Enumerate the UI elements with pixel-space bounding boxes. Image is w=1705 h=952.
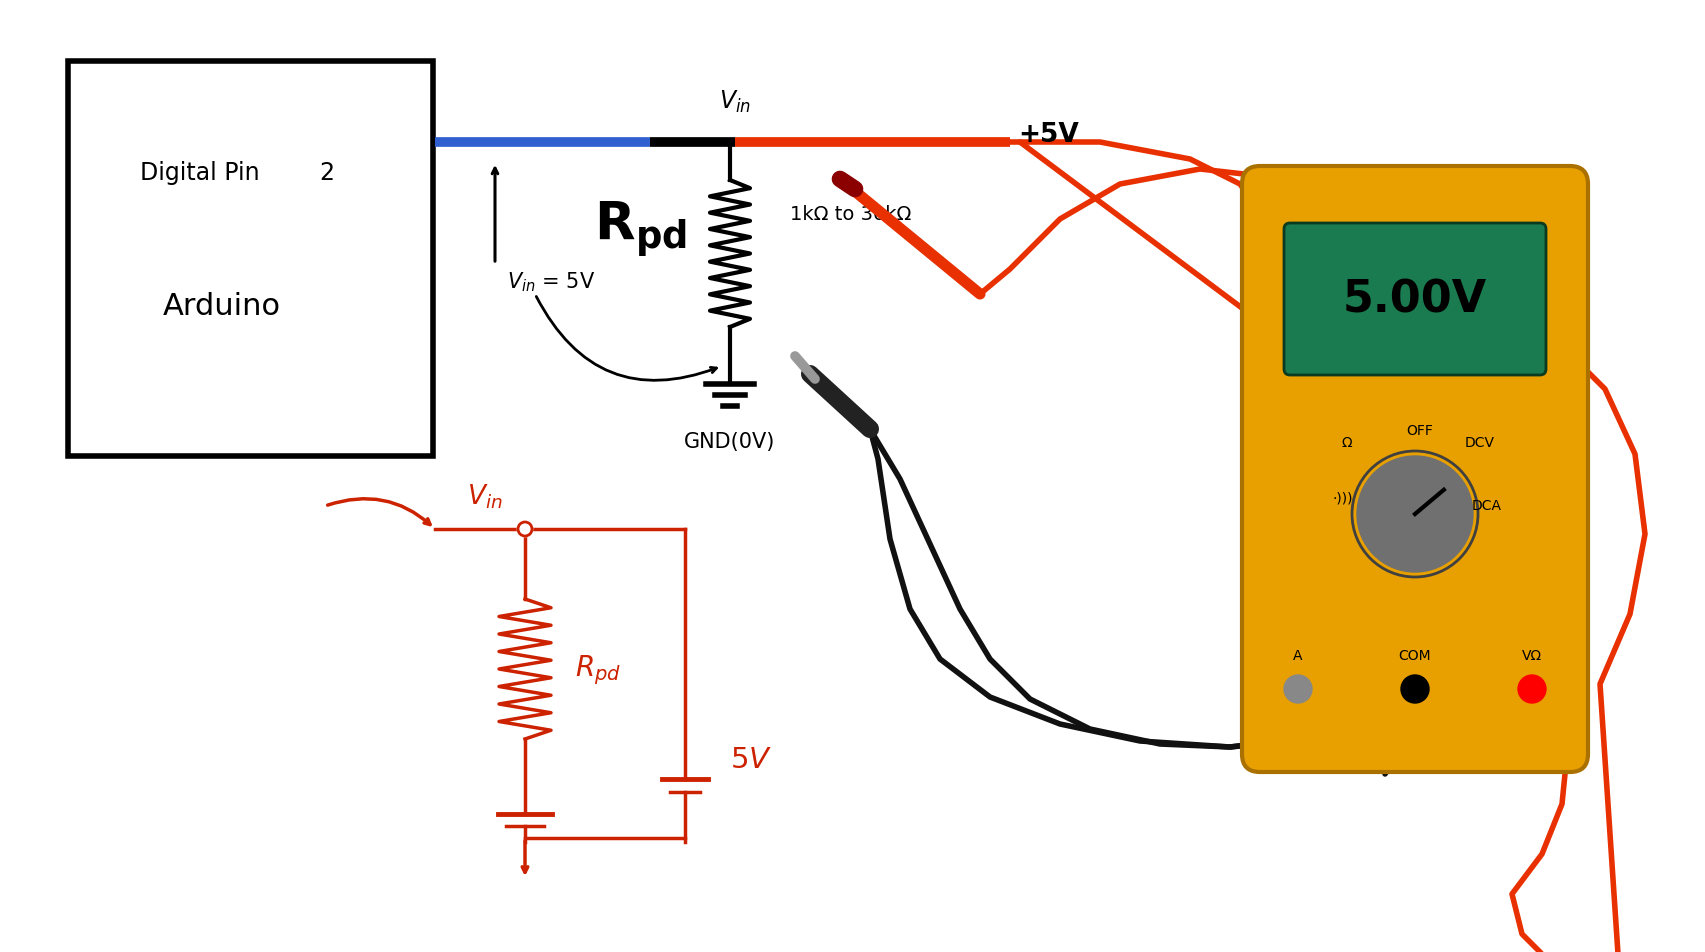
Circle shape — [1517, 675, 1546, 704]
Circle shape — [1357, 457, 1473, 572]
Circle shape — [518, 523, 532, 536]
Text: DCV: DCV — [1465, 436, 1495, 449]
Text: $5V$: $5V$ — [730, 745, 772, 773]
Text: 5.00V: 5.00V — [1344, 278, 1487, 321]
Text: OFF: OFF — [1407, 424, 1434, 438]
Text: 2: 2 — [319, 161, 334, 185]
FancyBboxPatch shape — [1241, 167, 1587, 772]
Text: +5V: +5V — [1018, 122, 1079, 148]
Text: 1kΩ to 30kΩ: 1kΩ to 30kΩ — [789, 206, 912, 225]
Text: GND(0V): GND(0V) — [684, 431, 776, 451]
Text: DCA: DCA — [1471, 499, 1502, 512]
Text: VΩ: VΩ — [1523, 648, 1541, 663]
FancyBboxPatch shape — [1284, 224, 1546, 376]
Text: Ω: Ω — [1342, 436, 1352, 449]
Text: $\mathbf{R_{pd}}$: $\mathbf{R_{pd}}$ — [593, 200, 687, 260]
Text: COM: COM — [1398, 648, 1430, 663]
Text: Arduino: Arduino — [162, 292, 280, 321]
Text: $V_{in}$: $V_{in}$ — [720, 89, 750, 115]
Text: ·))): ·))) — [1333, 491, 1354, 506]
Circle shape — [1284, 675, 1313, 704]
Text: $V_{in}$: $V_{in}$ — [467, 483, 503, 510]
Bar — [68, 62, 433, 457]
Text: A: A — [1294, 648, 1303, 663]
Text: $R_{pd}$: $R_{pd}$ — [575, 652, 621, 686]
Text: Digital Pin: Digital Pin — [140, 161, 259, 185]
Circle shape — [1402, 675, 1429, 704]
Text: $V_{in}$ = 5V: $V_{in}$ = 5V — [506, 269, 595, 293]
